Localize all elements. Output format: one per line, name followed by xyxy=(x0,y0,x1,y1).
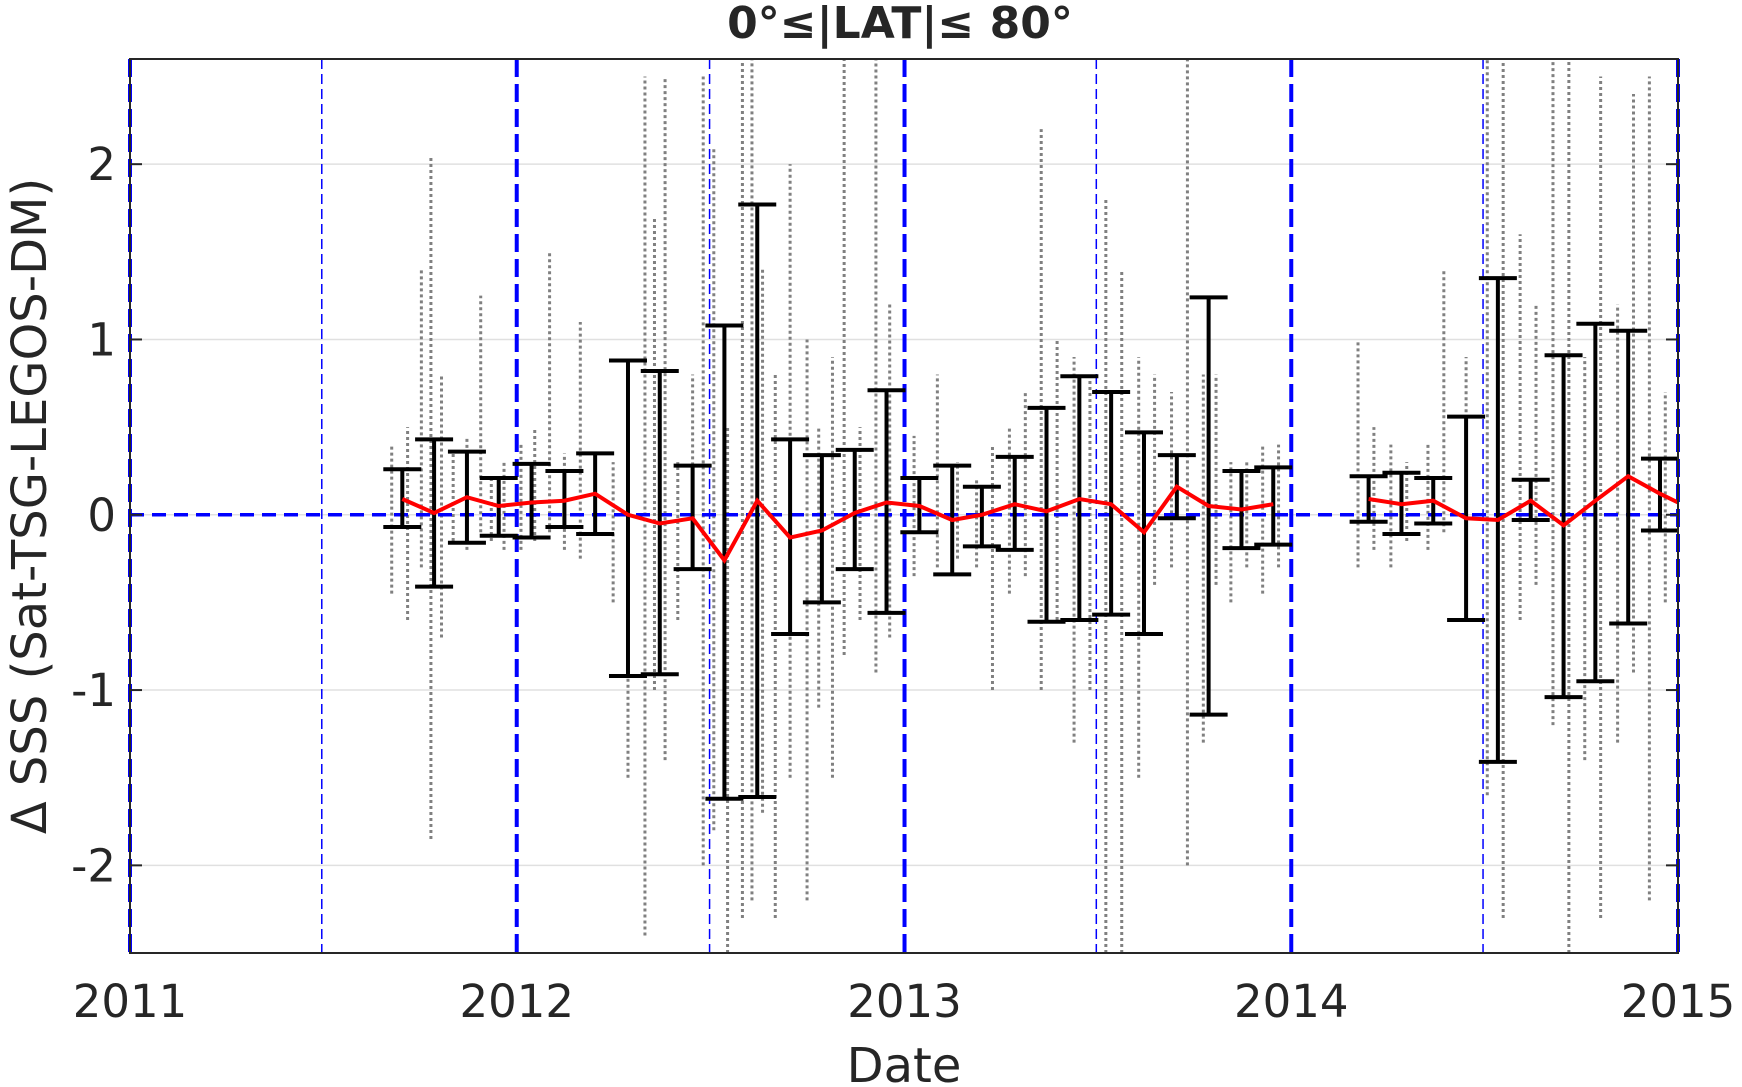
error-bars xyxy=(383,202,1679,801)
y-axis: -2 -1 0 1 2 xyxy=(71,138,1678,892)
y-tick-label: -2 xyxy=(71,839,116,892)
x-tick-label: 2015 xyxy=(1621,975,1736,1028)
chart-title: 0°≤|LAT|≤ 80° xyxy=(727,0,1073,49)
monthly-mean-line xyxy=(1368,473,1679,528)
y-axis-label: Δ SSS (Sat-TSG-LEGOS-DM) xyxy=(2,178,58,834)
x-tick-label: 2012 xyxy=(459,975,574,1028)
y-tick-label: -1 xyxy=(71,664,116,717)
y-tick-label: 2 xyxy=(87,138,116,191)
x-axis-label: Date xyxy=(847,1038,962,1087)
plot-frame xyxy=(129,58,1679,954)
y-tick-label: 1 xyxy=(87,313,116,366)
x-tick-label: 2011 xyxy=(73,975,188,1028)
x-tick-label: 2013 xyxy=(847,975,962,1028)
y-tick-label: 0 xyxy=(87,489,116,542)
monthly-mean-line xyxy=(401,484,1274,564)
date-marker-lines xyxy=(128,59,1680,953)
mean-line-layer xyxy=(401,473,1679,564)
x-axis: 2011 2012 2013 2014 2015 xyxy=(73,975,1736,1028)
x-tick-label: 2014 xyxy=(1234,975,1349,1028)
